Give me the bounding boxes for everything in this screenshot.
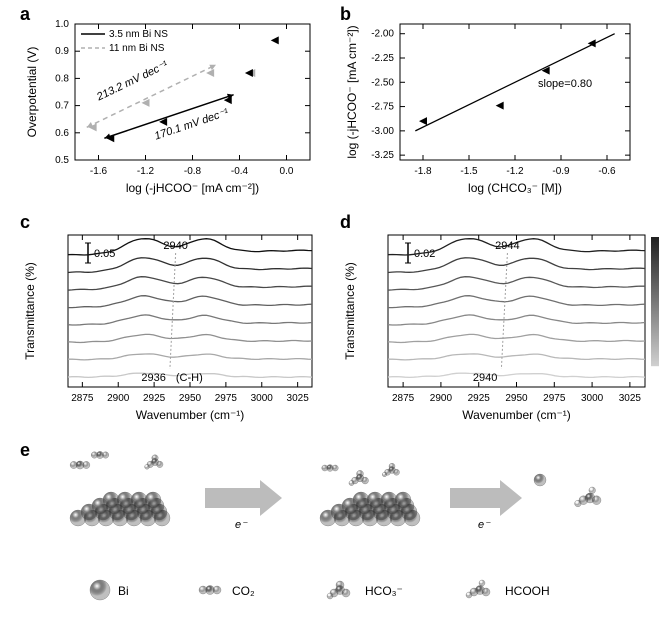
- svg-text:log (CHCO₃⁻ [M]): log (CHCO₃⁻ [M]): [468, 181, 562, 195]
- svg-text:0.6: 0.6: [55, 128, 69, 139]
- svg-text:-2.75: -2.75: [371, 102, 394, 113]
- svg-text:-0.6: -0.6: [598, 166, 616, 177]
- svg-text:2936: 2936: [141, 372, 165, 384]
- svg-text:Transmittance (%): Transmittance (%): [23, 262, 37, 360]
- svg-text:-1.6: -1.6: [90, 166, 108, 177]
- svg-text:-0.8: -0.8: [184, 166, 202, 177]
- svg-text:CO₂: CO₂: [232, 584, 255, 598]
- svg-text:Wavenumber (cm⁻¹): Wavenumber (cm⁻¹): [462, 408, 571, 422]
- svg-text:Transmittance (%): Transmittance (%): [343, 262, 357, 360]
- panel-d-chart: 2875 2900 2925 2950 2975 3000 3025 Wavenumber (…: [340, 215, 660, 425]
- svg-text:-1.2: -1.2: [506, 166, 524, 177]
- svg-text:2900: 2900: [107, 393, 130, 404]
- svg-text:2925: 2925: [143, 393, 166, 404]
- svg-text:2900: 2900: [430, 393, 453, 404]
- svg-text:1.0: 1.0: [55, 19, 69, 30]
- svg-text:2875: 2875: [392, 393, 415, 404]
- figure-root: a b c d e -1.6-1.2-0.8-0.40.00.50.60.70.…: [0, 0, 660, 636]
- svg-text:-1.8: -1.8: [414, 166, 432, 177]
- svg-text:2950: 2950: [505, 393, 528, 404]
- svg-text:3.5 nm Bi NS: 3.5 nm Bi NS: [109, 29, 168, 40]
- svg-text:3025: 3025: [619, 393, 642, 404]
- svg-text:HCOOH: HCOOH: [505, 584, 550, 598]
- svg-text:0.5: 0.5: [55, 155, 69, 166]
- svg-text:2940: 2940: [473, 372, 497, 384]
- svg-text:3000: 3000: [251, 393, 274, 404]
- svg-text:11 nm Bi NS: 11 nm Bi NS: [109, 43, 165, 54]
- svg-text:HCO₃⁻: HCO₃⁻: [365, 584, 403, 598]
- svg-text:2975: 2975: [215, 393, 238, 404]
- svg-text:slope=0.80: slope=0.80: [538, 78, 592, 90]
- svg-text:2925: 2925: [468, 393, 491, 404]
- svg-text:0.8: 0.8: [55, 73, 69, 84]
- svg-text:0.9: 0.9: [55, 46, 69, 57]
- svg-text:Bi: Bi: [118, 584, 129, 598]
- svg-text:2950: 2950: [179, 393, 202, 404]
- svg-text:3000: 3000: [581, 393, 604, 404]
- svg-text:-1.5: -1.5: [460, 166, 478, 177]
- svg-text:-2.00: -2.00: [371, 29, 394, 40]
- svg-text:-2.50: -2.50: [371, 77, 394, 88]
- svg-text:2975: 2975: [543, 393, 566, 404]
- panel-c-chart: 2875 2900 2925 2950 2975 3000 3025 Wavenumber (…: [20, 215, 320, 425]
- svg-text:0.0: 0.0: [280, 166, 294, 177]
- svg-text:Wavenumber (cm⁻¹): Wavenumber (cm⁻¹): [136, 408, 245, 422]
- svg-text:-3.25: -3.25: [371, 150, 394, 161]
- panel-a-chart: -1.6 -1.2 -0.8 -0.4 0.0 0.5 0.6 0.7 0.8 0.9 1.0 log…: [20, 8, 320, 198]
- svg-text:log (-jHCOO⁻ [mA cm⁻²]): log (-jHCOO⁻ [mA cm⁻²]): [345, 25, 359, 158]
- svg-text:-3.00: -3.00: [371, 126, 394, 137]
- panel-b-chart: -1.8 -1.5 -1.2 -0.9 -0.6 -3.25 -3.00 -2.75 -2.50…: [340, 8, 640, 198]
- panel-e-infographic: e⁻ e⁻ Bi CO₂ HCO₃⁻ HCOOH: [20, 440, 640, 630]
- svg-text:213.2 mV dec⁻¹: 213.2 mV dec⁻¹: [94, 59, 170, 104]
- svg-text:log (-jHCOO⁻ [mA cm⁻²]): log (-jHCOO⁻ [mA cm⁻²]): [126, 181, 259, 195]
- svg-text:2940: 2940: [163, 240, 187, 252]
- svg-text:-2.25: -2.25: [371, 53, 394, 64]
- svg-text:e⁻: e⁻: [478, 519, 491, 531]
- svg-text:2875: 2875: [71, 393, 94, 404]
- svg-text:-1.2: -1.2: [137, 166, 155, 177]
- svg-text:-0.9: -0.9: [552, 166, 570, 177]
- svg-text:3025: 3025: [287, 393, 310, 404]
- svg-text:Overpotential (V): Overpotential (V): [25, 47, 39, 138]
- svg-text:(C-H): (C-H): [176, 372, 203, 384]
- svg-text:0.7: 0.7: [55, 101, 69, 112]
- svg-text:e⁻: e⁻: [235, 519, 248, 531]
- svg-text:-0.4: -0.4: [231, 166, 249, 177]
- svg-text:2944: 2944: [495, 240, 519, 252]
